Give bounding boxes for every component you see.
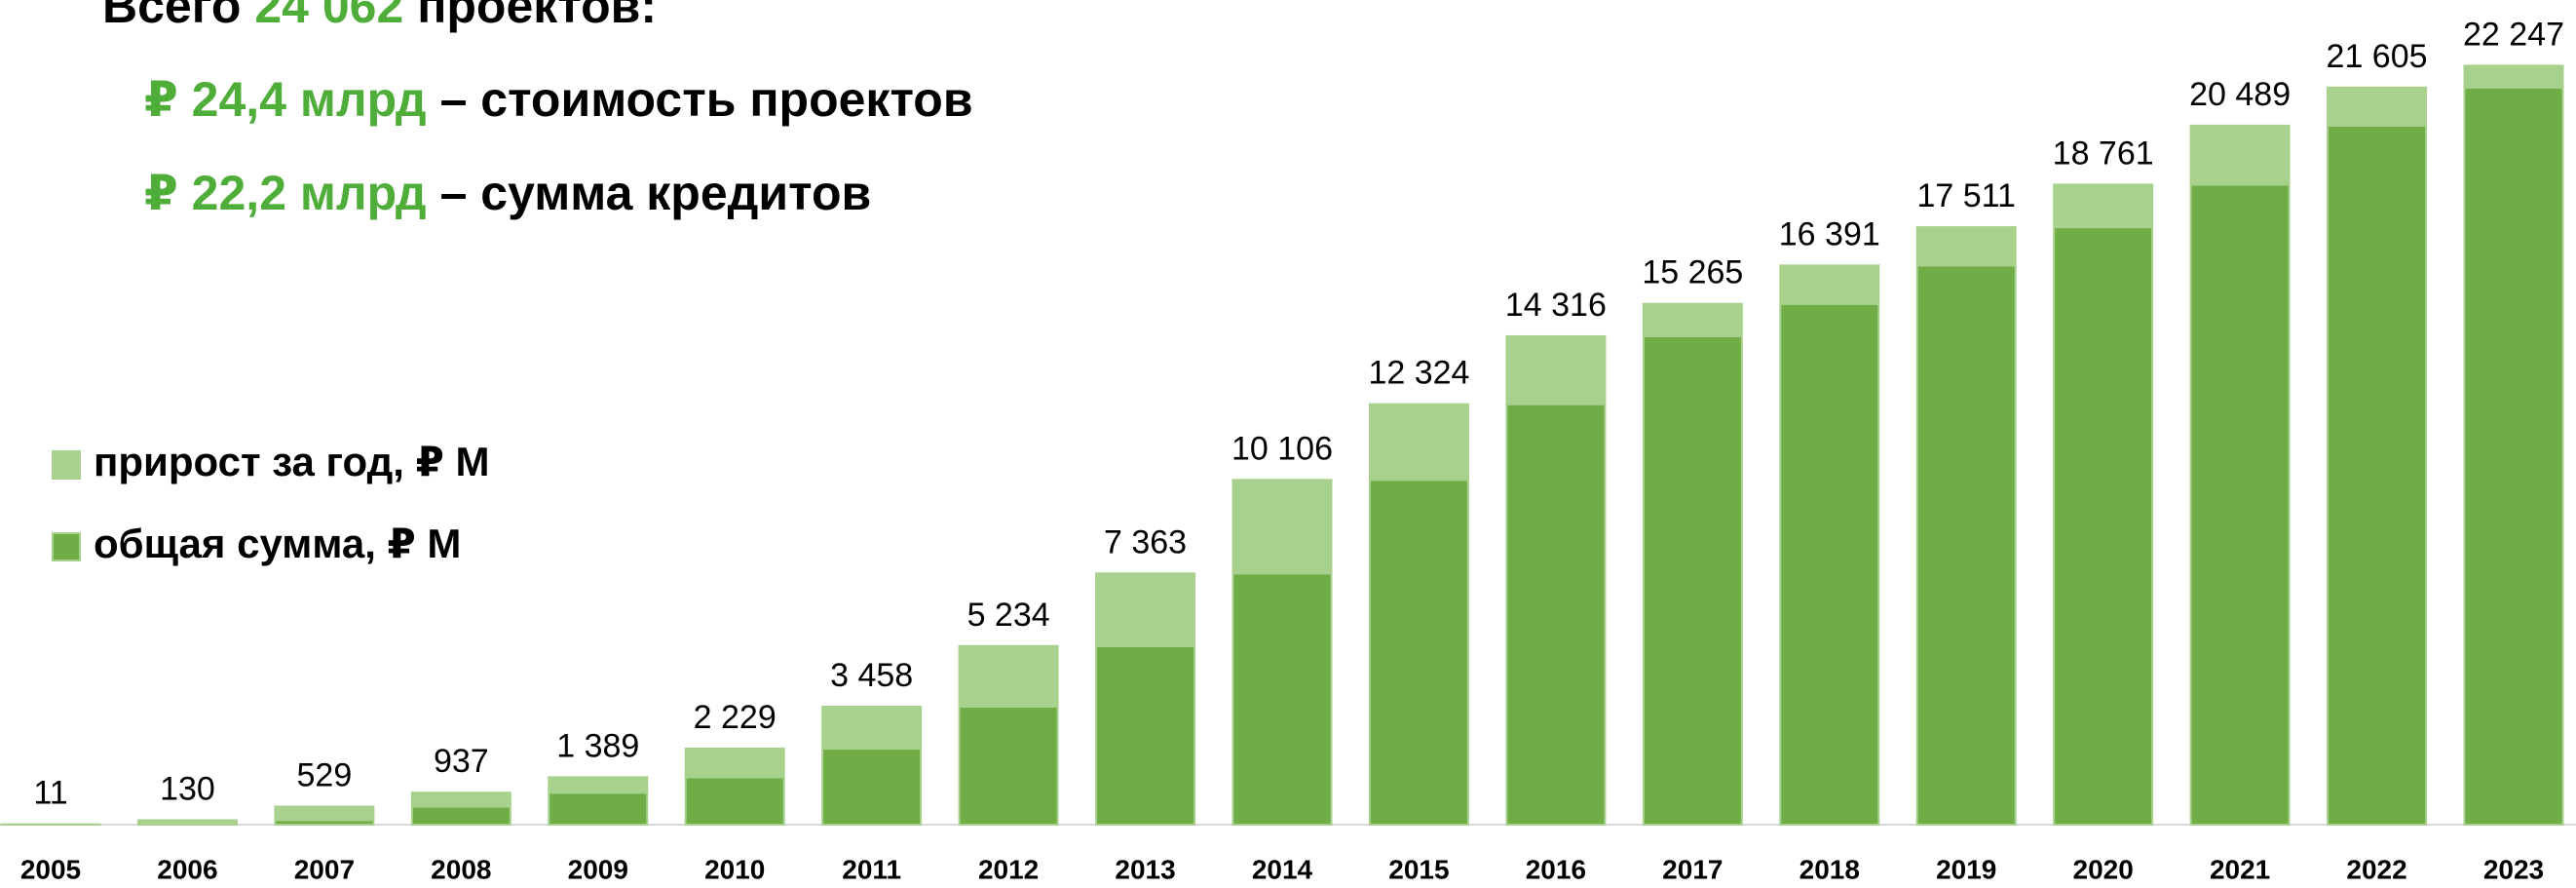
value-label: 20 489 [2189, 76, 2291, 113]
legend-label: прирост за год, ₽ М [94, 439, 489, 484]
value-label: 10 106 [1231, 430, 1333, 467]
x-tick-label: 2006 [157, 854, 217, 884]
x-tick-label: 2019 [1936, 854, 1996, 884]
bar-segment [684, 747, 785, 779]
bar-segment [821, 705, 923, 750]
legend-label: общая сумма, ₽ М [94, 521, 461, 566]
x-tick-label: 2007 [294, 854, 355, 884]
value-label: 3 458 [830, 657, 913, 694]
x-tick-label: 2023 [2483, 854, 2544, 884]
x-tick-label: 2017 [1662, 854, 1723, 884]
value-label: 14 316 [1505, 287, 1607, 324]
bar-segment [1642, 302, 1743, 337]
bar-segment [136, 819, 238, 826]
value-label: 17 511 [1916, 177, 2015, 214]
value-label: 529 [297, 756, 353, 793]
x-tick-label: 2008 [431, 854, 491, 884]
bar-segment [1915, 264, 2017, 826]
header-line: ₽ 24,4 млрд – стоимость проектов [144, 72, 973, 127]
value-label: 22 247 [2463, 16, 2564, 53]
bar-segment [274, 805, 375, 822]
line-amount: ₽ 22,2 млрд [144, 166, 427, 220]
bar-segment [548, 791, 649, 827]
bar-segment [2189, 183, 2291, 827]
x-tick-label: 2022 [2346, 854, 2406, 884]
x-tick-label: 2015 [1388, 854, 1449, 884]
bar-segment [1368, 403, 1469, 482]
bar-segment [2463, 86, 2564, 826]
x-tick-label: 2009 [568, 854, 628, 884]
title-post: проектов: [417, 0, 657, 33]
bar-segment [2463, 64, 2564, 89]
bar-segment [821, 747, 923, 826]
value-label: 1 389 [556, 727, 639, 764]
bar-segment [1368, 479, 1469, 826]
line-amount: ₽ 24,4 млрд [144, 72, 427, 127]
value-label: 15 265 [1642, 254, 1743, 291]
header-line: ₽ 22,2 млрд – сумма кредитов [144, 166, 871, 220]
bar-segment [548, 776, 649, 794]
x-tick-label: 2013 [1115, 854, 1175, 884]
x-tick-label: 2012 [978, 854, 1039, 884]
value-label: 12 324 [1368, 355, 1469, 392]
x-tick-label: 2020 [2073, 854, 2134, 884]
legend-swatch [52, 532, 81, 561]
header-title: Всего 24 062 проектов: [102, 0, 657, 33]
bar-segment [958, 705, 1059, 826]
title-pre: Всего [102, 0, 241, 33]
value-label: 7 363 [1104, 523, 1187, 560]
x-tick-label: 2014 [1252, 854, 1313, 884]
title-number: 24 062 [254, 0, 403, 33]
bar-segment [1231, 572, 1333, 826]
x-tick-label: 2016 [1526, 854, 1586, 884]
value-label: 16 391 [1779, 215, 1880, 252]
bar-segment [1095, 644, 1196, 826]
bar-segment [2327, 124, 2428, 826]
x-tick-label: 2010 [704, 854, 765, 884]
value-label: 2 229 [694, 699, 777, 736]
x-tick-label: 2011 [842, 854, 901, 884]
bar-segment [684, 776, 785, 827]
value-label: 11 [33, 775, 67, 812]
value-label: 130 [160, 770, 215, 807]
bar-segment [410, 791, 511, 808]
value-label: 5 234 [967, 597, 1050, 634]
bar-segment [2327, 86, 2428, 127]
bar-segment [958, 644, 1059, 708]
value-label: 21 605 [2327, 38, 2428, 75]
bar-segment [1505, 334, 1607, 405]
bar-segment [1231, 479, 1333, 575]
bar-segment [1642, 334, 1743, 826]
bar-segment [410, 805, 511, 826]
bar-segment [2189, 124, 2291, 186]
x-tick-label: 2018 [1799, 854, 1860, 884]
legend-swatch [52, 450, 81, 480]
x-tick-label: 2005 [20, 854, 81, 884]
line-text: – стоимость проектов [440, 72, 973, 127]
bar-segment [1915, 226, 2017, 267]
value-label: 18 761 [2053, 135, 2154, 172]
bar-segment [2053, 183, 2154, 229]
value-label: 937 [434, 743, 489, 780]
bar-segment [1505, 403, 1607, 826]
bar-segment [1779, 264, 1880, 305]
bar-segment [1779, 302, 1880, 827]
line-text: – сумма кредитов [440, 166, 872, 220]
bar-segment [2053, 226, 2154, 827]
bar-segment [1095, 572, 1196, 647]
x-tick-label: 2021 [2210, 854, 2270, 884]
